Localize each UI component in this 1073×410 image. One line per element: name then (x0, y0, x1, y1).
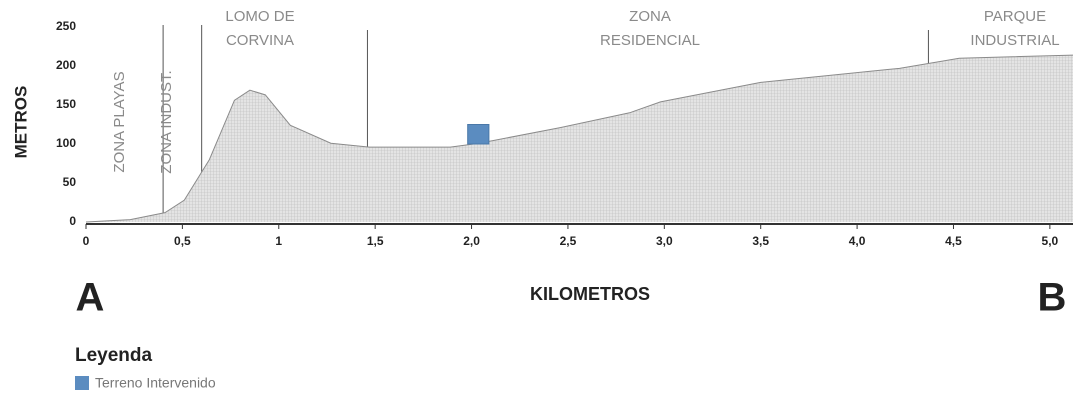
zone-label: ZONA (629, 8, 671, 25)
y-tick-label: 150 (56, 97, 76, 111)
x-tick-label: 1,5 (367, 234, 384, 248)
zone-label: PARQUE (984, 8, 1046, 25)
terrain-line (85, 54, 1073, 223)
x-tick-label: 1 (275, 234, 282, 248)
x-tick-label: 4,0 (849, 234, 866, 248)
zone-label: RESIDENCIAL (600, 32, 700, 49)
zone-label: INDUSTRIAL (970, 32, 1059, 49)
start-label: A (76, 276, 105, 320)
intervened-terrain (467, 124, 490, 145)
x-tick-label: 0 (83, 234, 90, 248)
legend-swatch (75, 376, 89, 390)
y-tick-label: 200 (56, 58, 76, 72)
zone-label: LOMO DE (225, 8, 294, 25)
zone-label: ZONA INDUST. (158, 70, 175, 173)
x-tick-label: 2,5 (560, 234, 577, 248)
x-tick-label: 3,0 (656, 234, 673, 248)
x-tick-label: 0,5 (174, 234, 191, 248)
y-tick-label: 100 (56, 136, 76, 150)
y-tick-label: 50 (63, 175, 77, 189)
x-tick-label: 3,5 (752, 234, 769, 248)
y-axis-title: METROS (11, 86, 30, 159)
zone-label: ZONA PLAYAS (111, 71, 128, 172)
x-axis-title: KILOMETROS (530, 284, 650, 304)
y-tick-label: 0 (69, 214, 76, 228)
zone-label: CORVINA (226, 32, 294, 49)
legend-label: Terreno Intervenido (95, 375, 216, 391)
end-label: B (1038, 276, 1067, 320)
x-tick-label: 2,0 (463, 234, 480, 248)
x-tick-label: 4,5 (945, 234, 962, 248)
terrain-area (86, 55, 1073, 222)
legend-title: Leyenda (75, 345, 153, 366)
y-tick-label: 250 (56, 19, 76, 33)
x-tick-label: 5,0 (1042, 234, 1059, 248)
